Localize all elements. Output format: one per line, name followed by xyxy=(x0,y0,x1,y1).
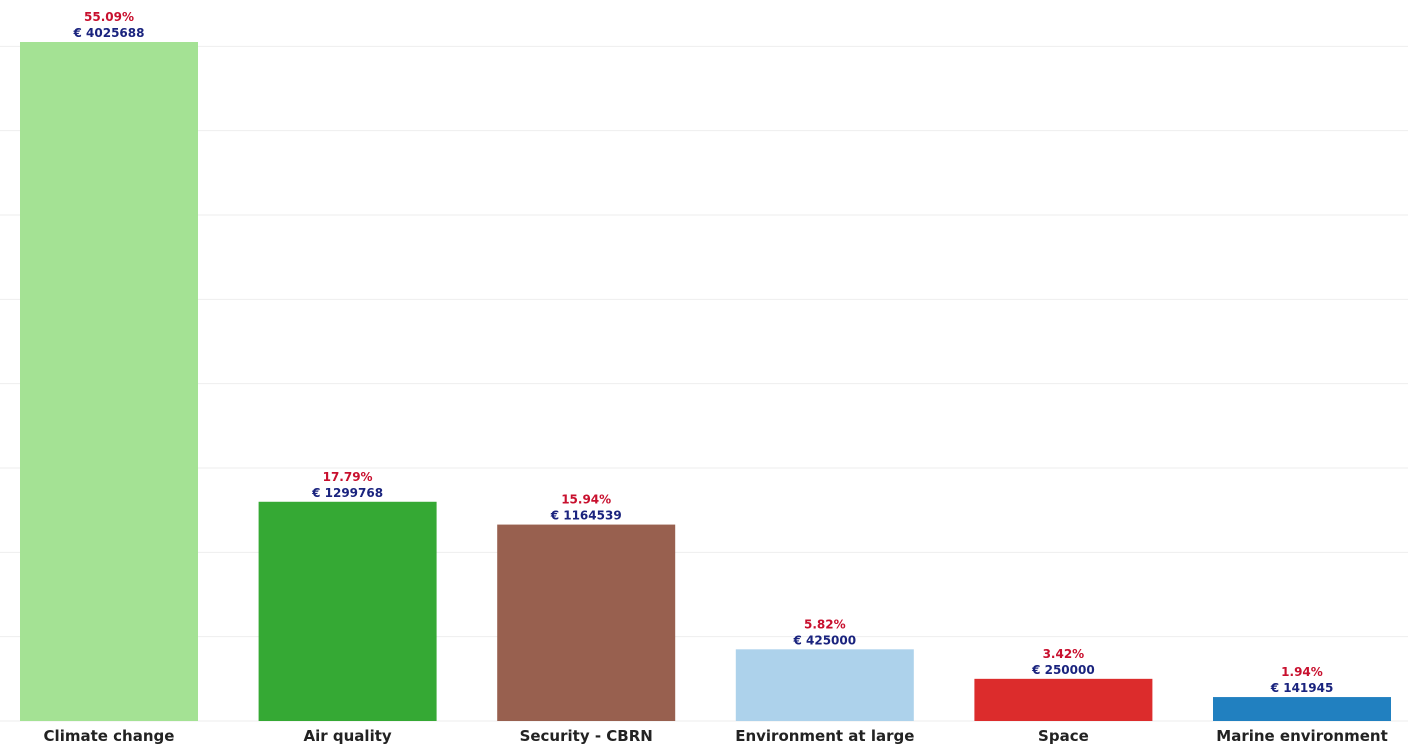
bar xyxy=(258,501,437,721)
value-label: € 4025688 xyxy=(73,26,145,40)
bars xyxy=(20,42,1391,721)
bar xyxy=(497,524,676,721)
percent-label: 55.09% xyxy=(84,10,134,24)
bar xyxy=(974,678,1153,721)
percent-label: 3.42% xyxy=(1043,647,1085,661)
data-labels: 55.09% € 4025688 17.79% € 1299768 15.94% € 11… xyxy=(73,10,1334,695)
bar xyxy=(735,649,914,721)
gridlines xyxy=(0,45,1408,722)
percent-label: 17.79% xyxy=(323,470,373,484)
category-label: Space xyxy=(1038,727,1089,745)
percent-label: 15.94% xyxy=(561,493,611,507)
value-label: € 141945 xyxy=(1270,681,1334,695)
value-label: € 425000 xyxy=(792,633,856,647)
bar xyxy=(1213,697,1391,721)
bar xyxy=(20,42,198,721)
category-axis: Climate change Air quality Security - CBRN… xyxy=(44,727,1388,745)
percent-label: 5.82% xyxy=(804,617,846,631)
percent-label: 1.94% xyxy=(1281,665,1323,679)
category-label: Marine environment xyxy=(1216,727,1387,745)
value-label: € 1164539 xyxy=(550,509,622,523)
value-label: € 250000 xyxy=(1031,663,1095,677)
category-label: Air quality xyxy=(304,727,392,745)
category-label: Environment at large xyxy=(735,727,914,745)
category-label: Climate change xyxy=(44,727,175,745)
value-label: € 1299768 xyxy=(311,486,383,500)
category-label: Security - CBRN xyxy=(520,727,653,745)
